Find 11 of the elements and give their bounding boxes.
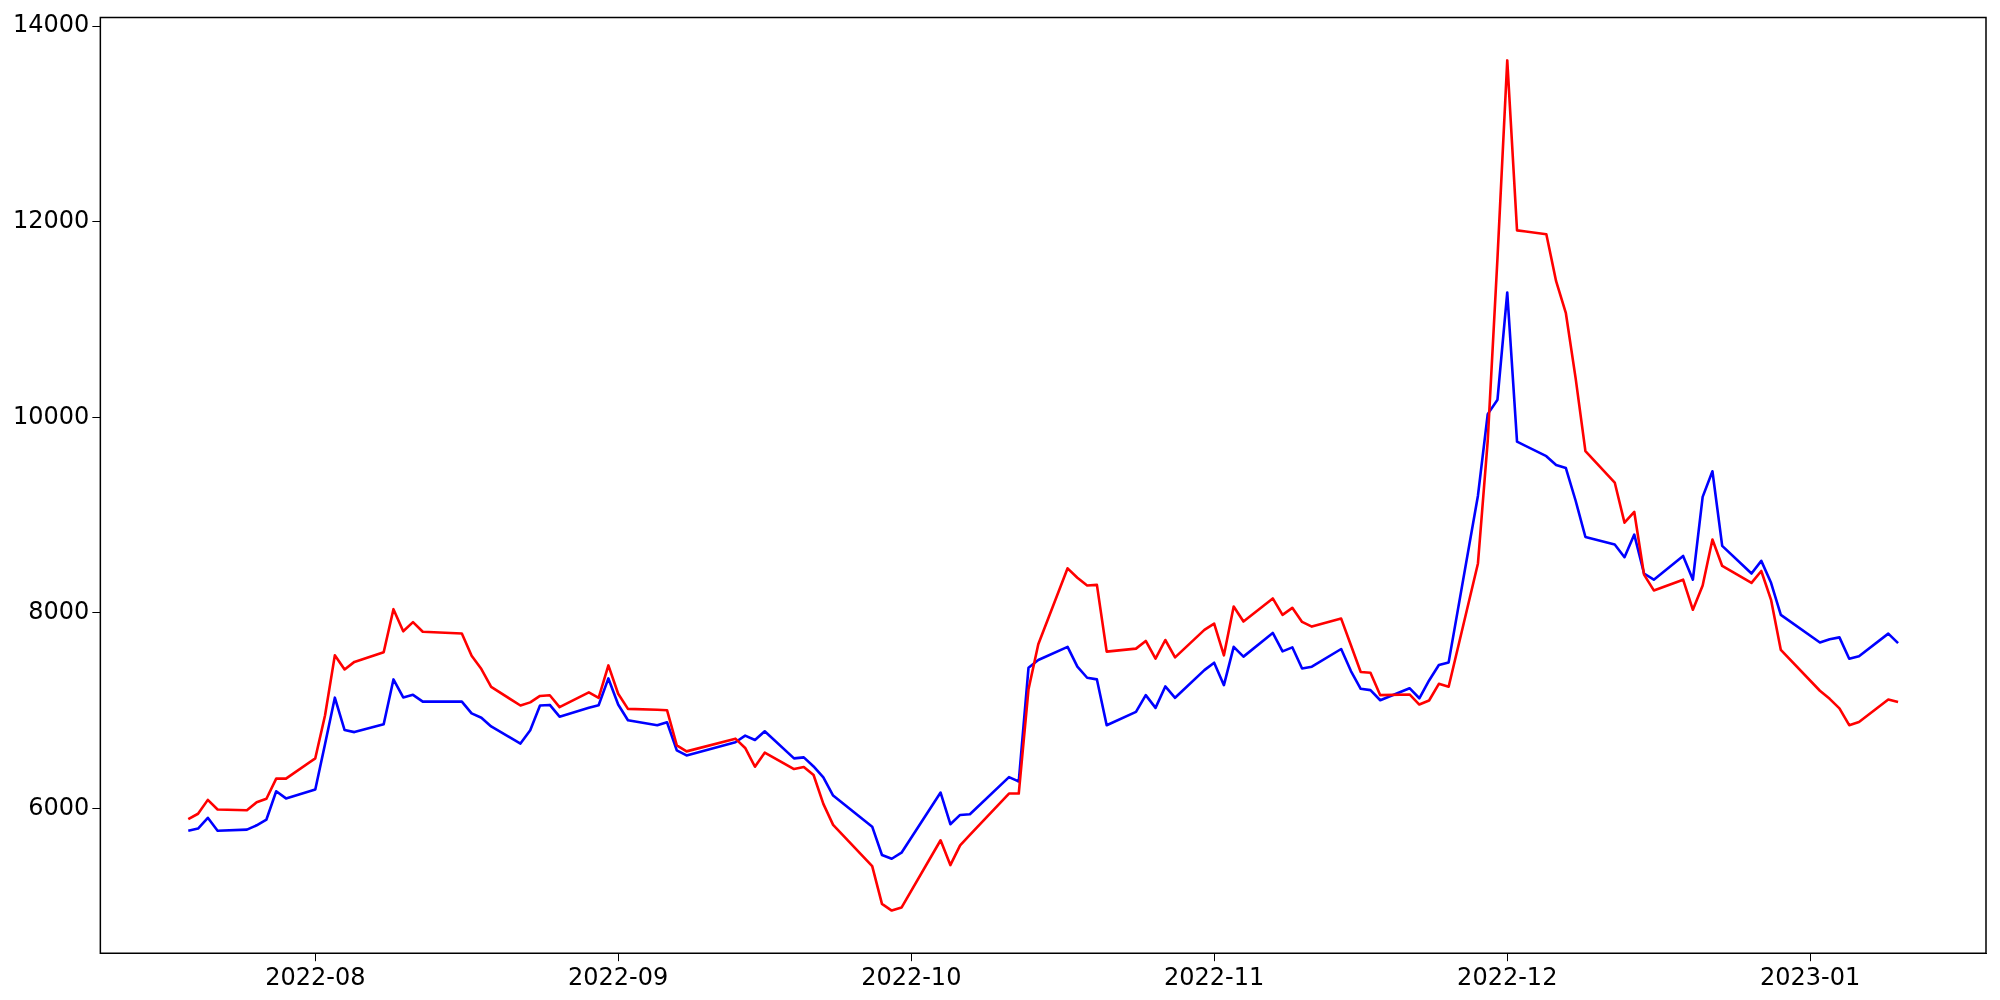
- x-tick-label: 2022-11: [1164, 962, 1265, 991]
- y-tick-label: 6000: [28, 792, 90, 821]
- y-tick-label: 10000: [12, 401, 90, 430]
- x-tick-label: 2022-10: [861, 962, 962, 991]
- x-tick-label: 2022-12: [1457, 962, 1558, 991]
- y-tick-label: 8000: [28, 597, 90, 626]
- x-tick-label: 2023-01: [1760, 962, 1861, 991]
- x-tick-label: 2022-09: [568, 962, 669, 991]
- x-tick-label: 2022-08: [265, 962, 366, 991]
- y-tick-label: 12000: [12, 206, 90, 234]
- y-tick-label: 14000: [12, 10, 90, 39]
